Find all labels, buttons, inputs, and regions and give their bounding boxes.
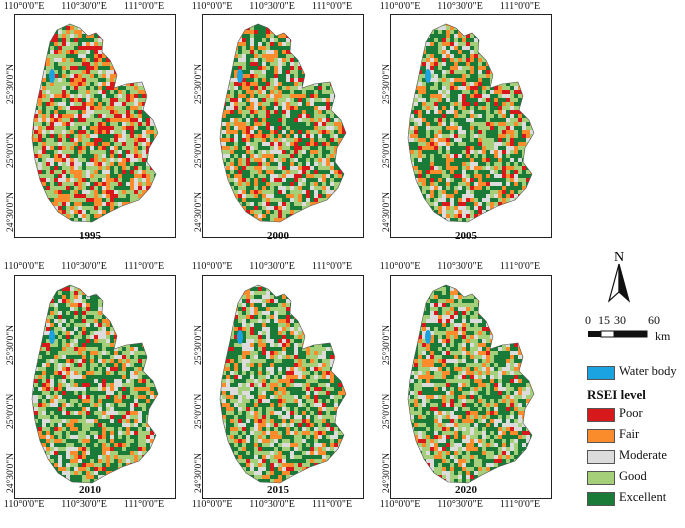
map-panel-2015: 110°0'0"E 110°30'0"E 111°0'0"E 110°0'0"E… (188, 261, 368, 511)
rsei-map (219, 23, 347, 223)
scale-tick-label: 30 (614, 313, 626, 327)
lon-label: 111°0'0"E (311, 261, 353, 272)
year-label: 2010 (79, 484, 101, 496)
lon-label: 111°0'0"E (499, 261, 541, 272)
scale-tick-label: 15 (598, 313, 610, 327)
lon-label: 110°30'0"E (249, 1, 295, 12)
legend-title: RSEI level (587, 387, 646, 402)
lon-label: 110°30'0"E (61, 499, 107, 510)
scale-tick-label: 60 (648, 313, 660, 327)
lon-label: 110°30'0"E (61, 1, 107, 12)
legend-label-water: Water body (619, 364, 677, 378)
year-label: 2000 (267, 230, 289, 242)
scale-bar (588, 330, 648, 338)
map-panel-1995: 110°0'0"E 110°30'0"E 111°0'0"E 25°30'0"N… (0, 0, 180, 246)
lon-label: 110°0'0"E (379, 261, 421, 272)
legend-label-good: Good (619, 469, 647, 483)
year-label: 2005 (455, 230, 477, 242)
rsei-map (407, 23, 535, 223)
lon-label: 110°30'0"E (249, 499, 295, 510)
map-panel-2000: 110°0'0"E 110°30'0"E 111°0'0"E 25°30'0"N… (188, 0, 368, 246)
lon-label: 110°0'0"E (3, 499, 45, 510)
rsei-map (219, 284, 347, 484)
rsei-map (31, 284, 159, 484)
lon-label: 110°0'0"E (379, 1, 421, 12)
lon-label: 110°30'0"E (61, 261, 107, 272)
lon-label: 111°0'0"E (123, 261, 165, 272)
lon-label: 110°30'0"E (249, 261, 295, 272)
year-label: 2015 (267, 484, 289, 496)
rsei-map (407, 284, 535, 484)
map-panel-2010: 110°0'0"E 110°30'0"E 111°0'0"E 110°0'0"E… (0, 261, 180, 511)
lon-label: 110°30'0"E (437, 1, 483, 12)
lon-label: 110°0'0"E (3, 261, 45, 272)
legend-swatch-poor (587, 408, 615, 422)
north-label: N (614, 250, 624, 265)
lon-label: 111°0'0"E (311, 499, 353, 510)
legend-swatch-water (587, 366, 615, 380)
legend-label-excellent: Excellent (619, 490, 667, 504)
legend-label-moderate: Moderate (619, 448, 667, 462)
rsei-map (31, 23, 159, 223)
map-legend: N 0 15 30 60 km Water body RSEI level Po… (582, 247, 685, 528)
legend-swatch-moderate (587, 450, 615, 464)
lon-label: 111°0'0"E (499, 499, 541, 510)
lon-label: 111°0'0"E (499, 1, 541, 12)
lon-label: 110°30'0"E (437, 499, 483, 510)
north-arrow-icon: N (607, 250, 631, 303)
lon-label: 110°0'0"E (3, 1, 45, 12)
lon-label: 110°0'0"E (191, 1, 233, 12)
legend-label-poor: Poor (619, 406, 643, 420)
map-panel-2005: 110°0'0"E 110°30'0"E 111°0'0"E 25°30'0"N… (376, 0, 556, 246)
year-label: 1995 (79, 230, 101, 242)
legend-swatch-excellent (587, 492, 615, 506)
lon-label: 110°0'0"E (191, 261, 233, 272)
scale-tick-label: 0 (585, 313, 591, 327)
legend-label-fair: Fair (619, 427, 640, 441)
lon-label: 110°0'0"E (379, 499, 421, 510)
year-label: 2020 (455, 484, 477, 496)
lon-label: 111°0'0"E (123, 499, 165, 510)
lon-label: 111°0'0"E (123, 1, 165, 12)
scale-unit: km (655, 329, 671, 343)
lon-label: 110°0'0"E (191, 499, 233, 510)
lon-label: 111°0'0"E (311, 1, 353, 12)
map-panel-2020: 110°0'0"E 110°30'0"E 111°0'0"E 110°0'0"E… (376, 261, 556, 511)
legend-swatch-fair (587, 429, 615, 443)
lon-label: 110°30'0"E (437, 261, 483, 272)
legend-swatch-good (587, 471, 615, 485)
